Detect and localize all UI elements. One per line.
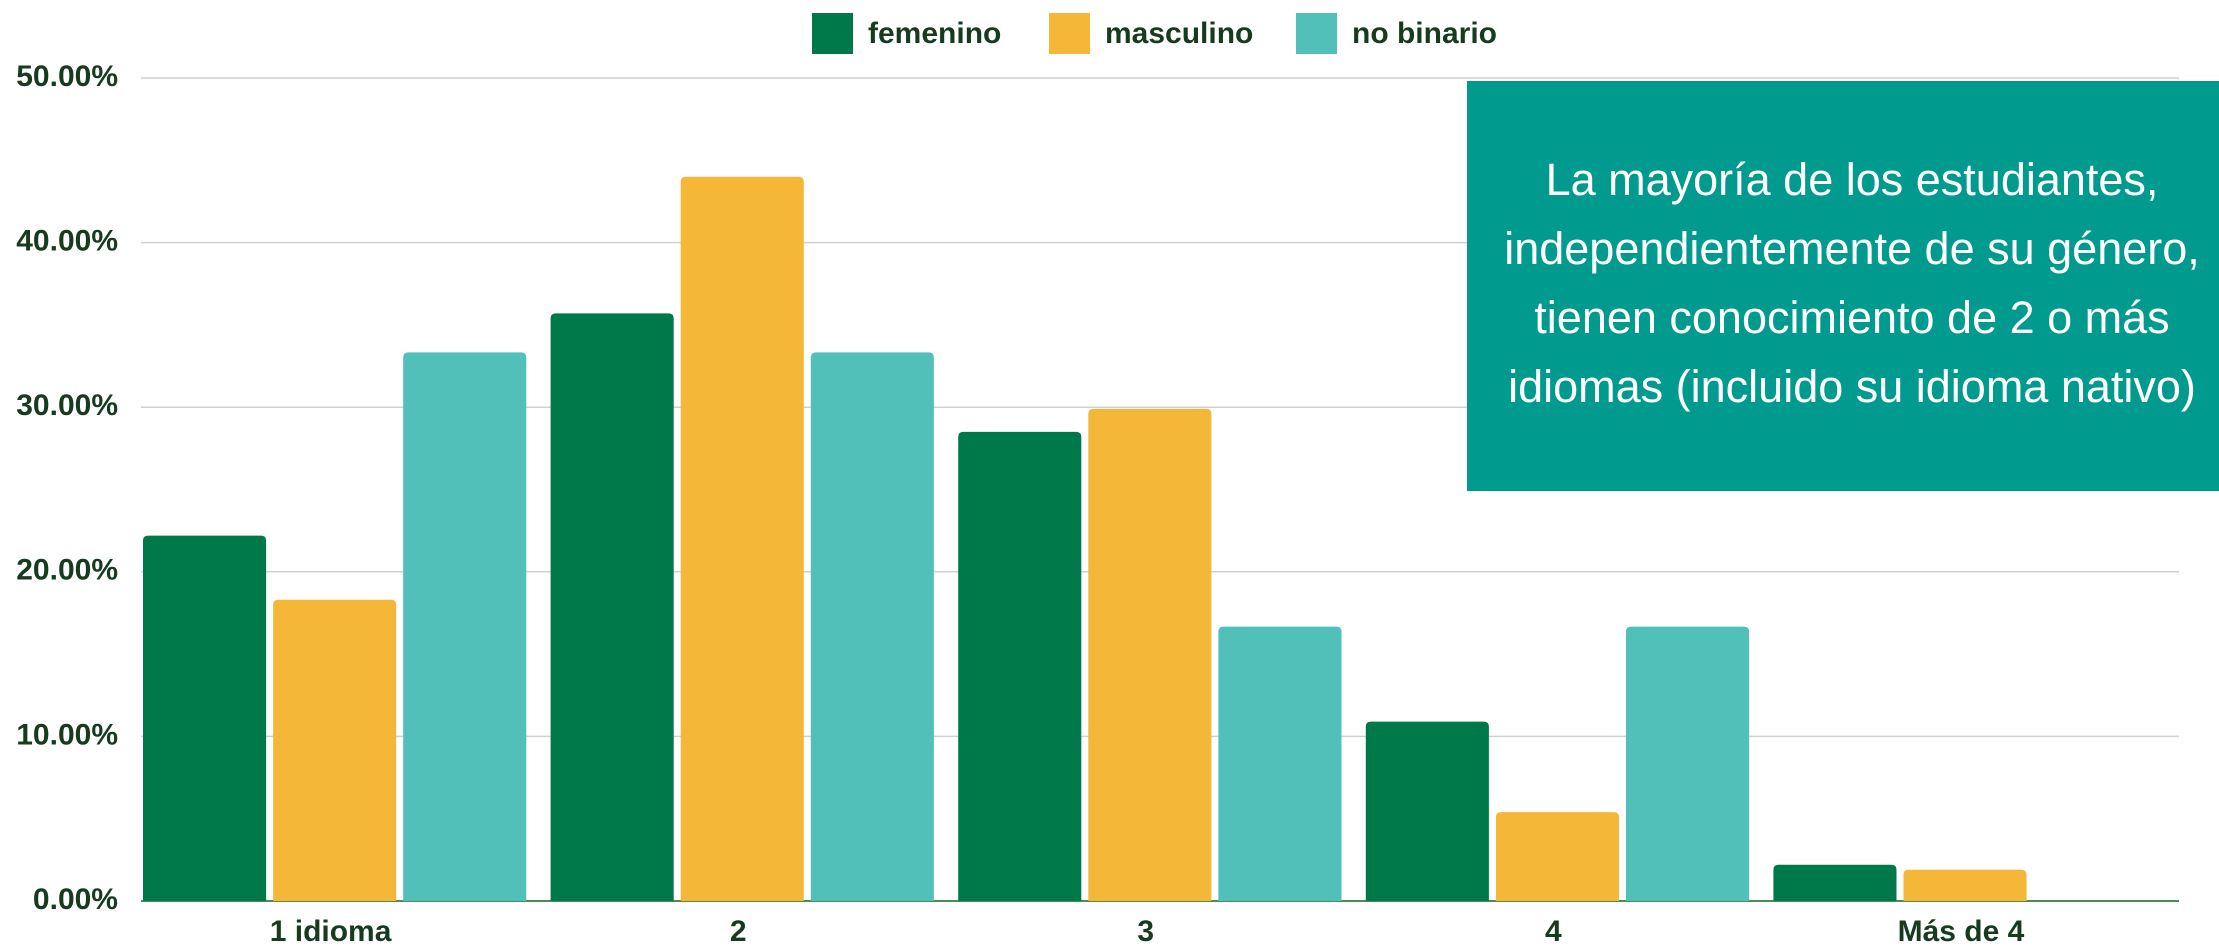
y-tick-label: 10.00% [16,718,118,751]
x-tick-label: 4 [1545,915,1562,948]
bar [958,431,1082,901]
bar [680,176,804,901]
legend-swatch [1049,13,1090,54]
y-tick-label: 0.00% [33,883,118,916]
y-tick-label: 20.00% [16,554,118,587]
bar [550,313,674,901]
bar [1495,812,1619,901]
bar [1365,721,1489,901]
bar [810,352,934,902]
bar [1903,869,2027,901]
annotation: La mayoría de los estudiantes, independi… [1467,81,2219,491]
legend-label: femenino [868,17,1001,50]
x-tick-label: 1 idioma [270,915,392,948]
bar [1088,408,1212,901]
bar [273,599,397,901]
y-tick-label: 30.00% [16,389,118,422]
x-tick-label: 2 [730,915,747,948]
bar [403,352,527,902]
y-tick-label: 40.00% [16,225,118,258]
legend-label: no binario [1352,17,1497,50]
x-tick-label: 3 [1137,915,1154,948]
bar [1773,864,1897,901]
x-tick-label: Más de 4 [1898,915,2025,948]
legend-label: masculino [1105,17,1253,50]
legend-swatch [1296,13,1337,54]
bar [1625,626,1750,901]
bar [143,535,267,901]
legend-swatch [812,13,853,54]
y-tick-label: 50.00% [16,60,118,93]
bar [1218,626,1342,901]
